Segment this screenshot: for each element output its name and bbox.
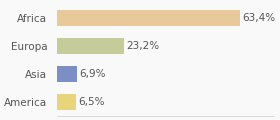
Bar: [57, 10, 241, 26]
Text: 63,4%: 63,4%: [243, 13, 276, 23]
Bar: [57, 66, 77, 82]
Bar: [57, 38, 124, 54]
Text: 23,2%: 23,2%: [127, 41, 160, 51]
Bar: [57, 94, 76, 110]
Text: 6,5%: 6,5%: [78, 97, 105, 107]
Text: 6,9%: 6,9%: [79, 69, 106, 79]
